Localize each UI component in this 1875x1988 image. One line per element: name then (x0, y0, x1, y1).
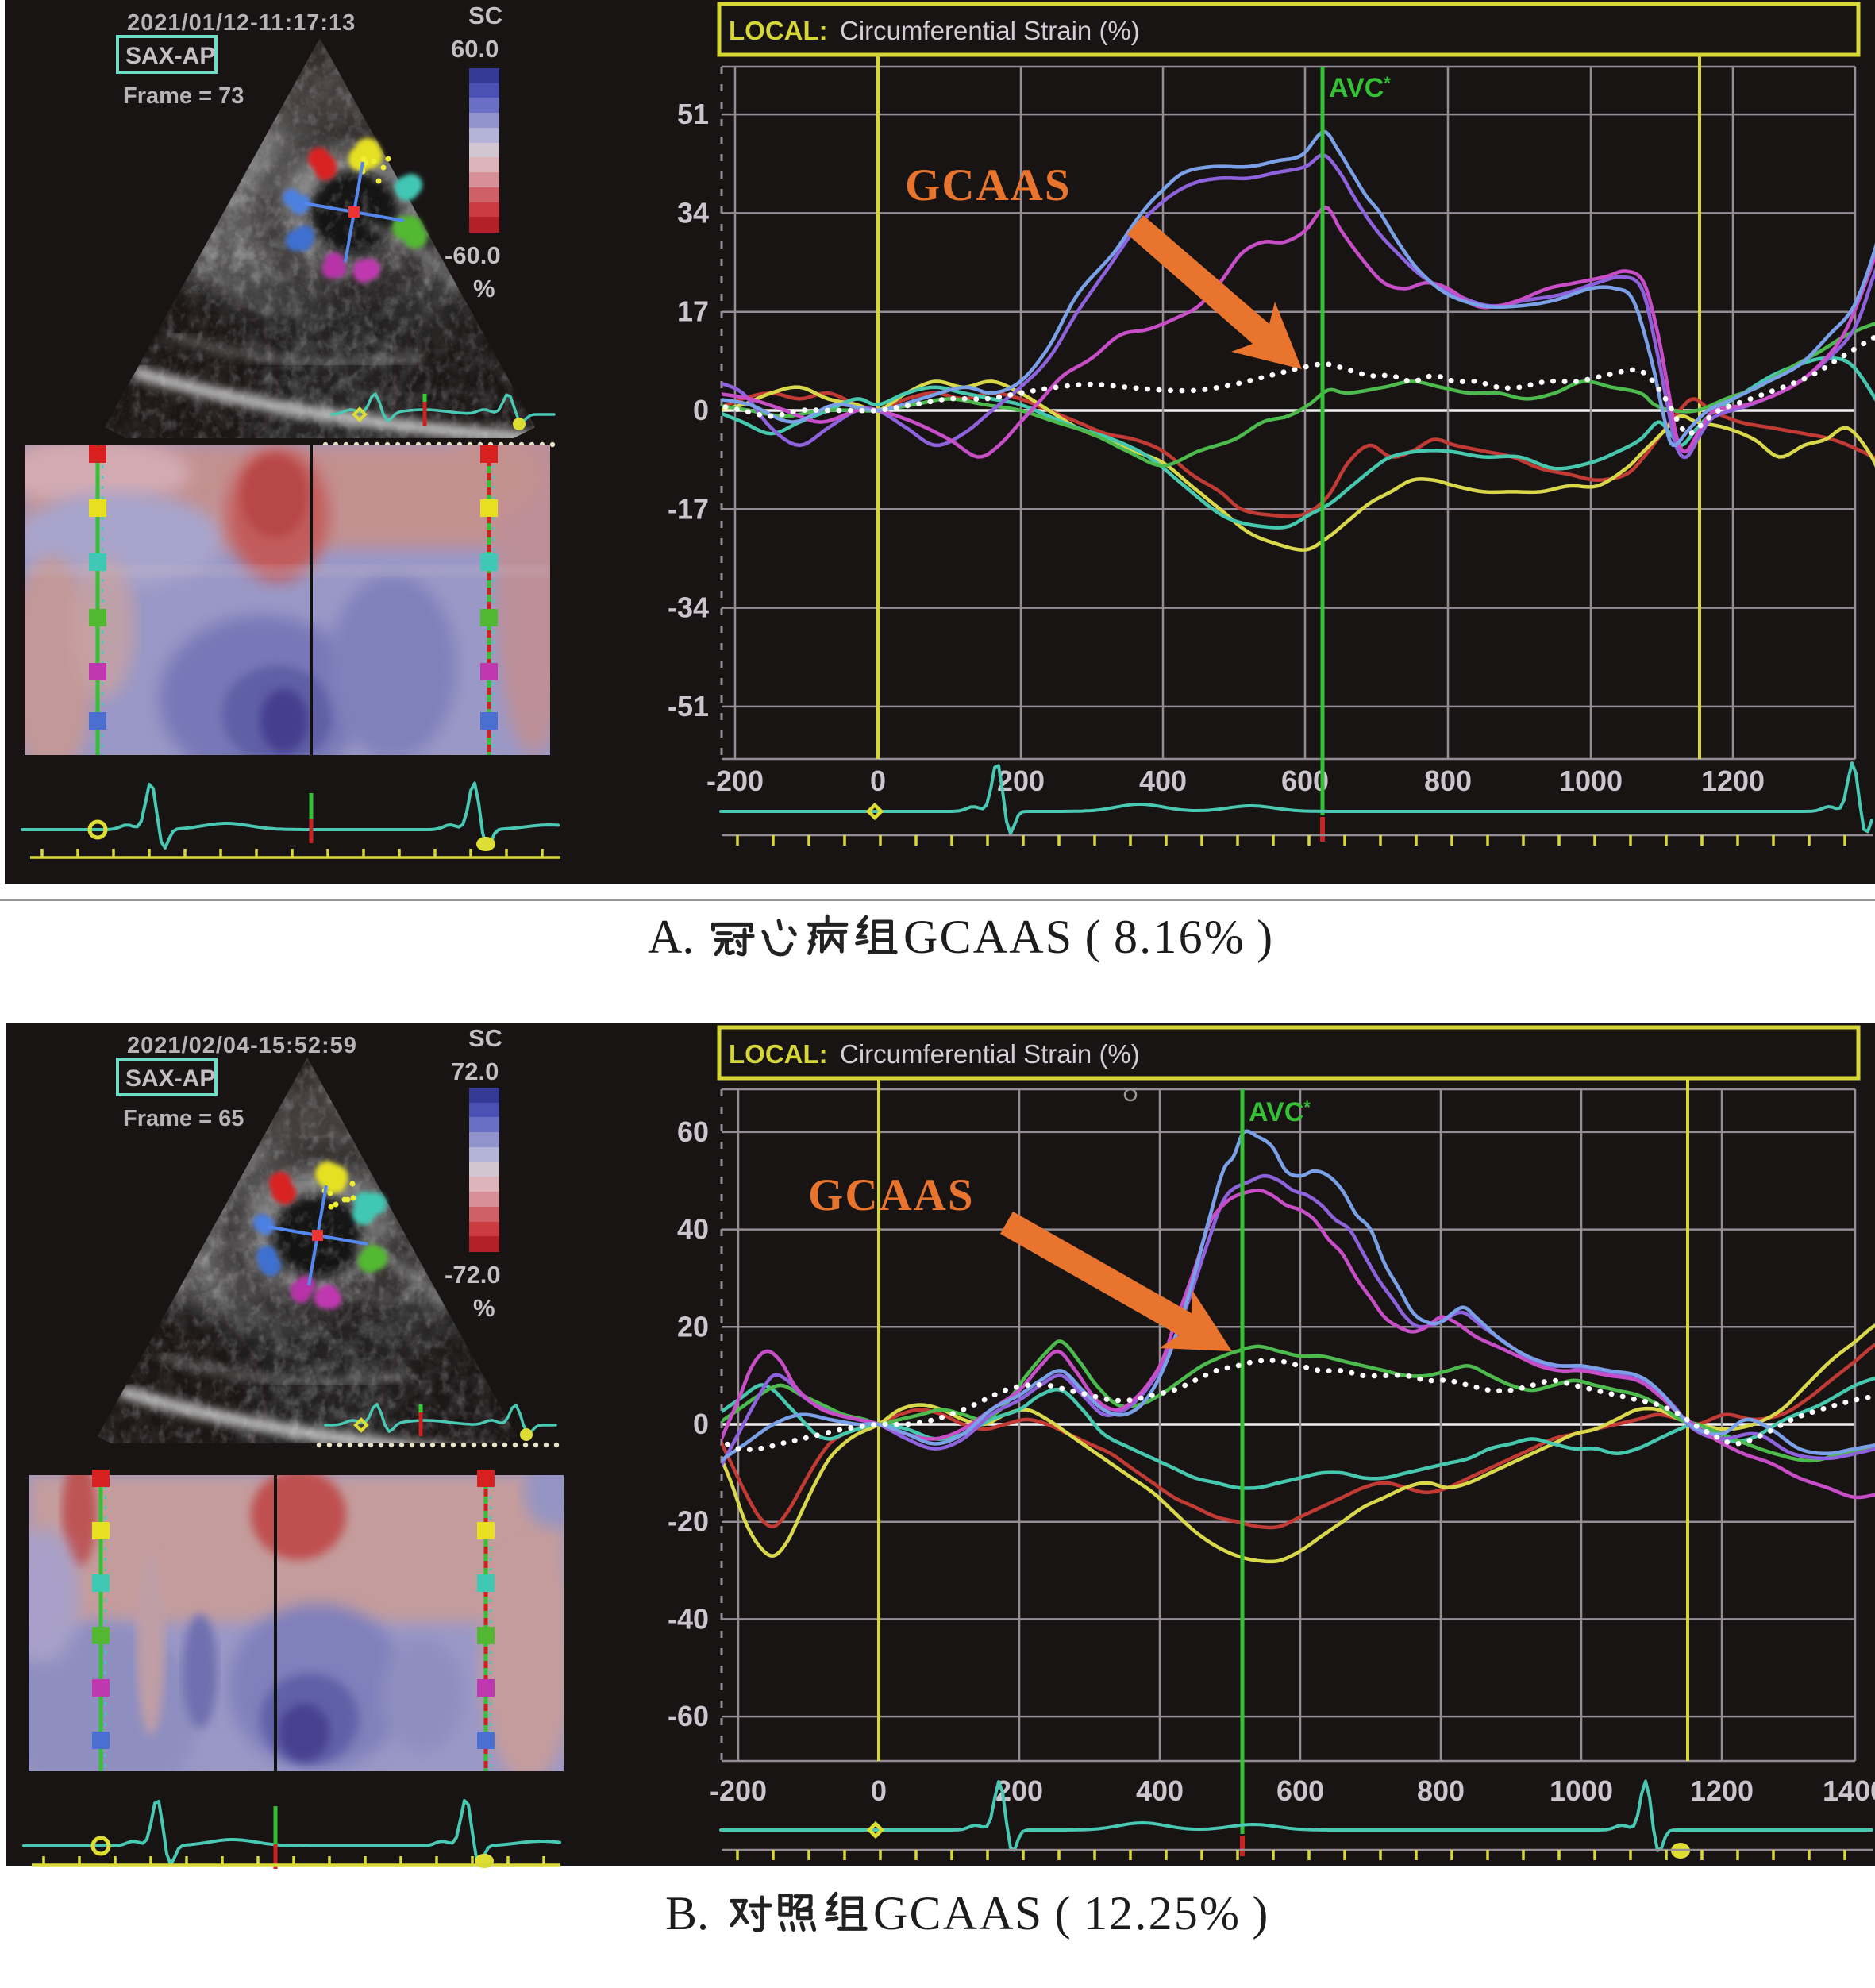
svg-text:1400: 1400 (1823, 1774, 1875, 1807)
svg-text:B.: B. (665, 1887, 709, 1940)
svg-text:1000: 1000 (1559, 765, 1623, 797)
svg-text:1200: 1200 (1690, 1774, 1754, 1807)
svg-text:-60: -60 (668, 1700, 709, 1732)
svg-text:GCAAS: GCAAS (808, 1170, 975, 1220)
svg-text:400: 400 (1139, 765, 1187, 797)
svg-text:LOCAL:: LOCAL: (729, 1039, 828, 1069)
svg-text:SAX-AP: SAX-AP (125, 1065, 215, 1092)
svg-text:800: 800 (1424, 765, 1472, 797)
svg-text:-17: -17 (668, 492, 709, 525)
svg-text:60.0: 60.0 (451, 35, 499, 63)
svg-text:SC: SC (468, 1024, 502, 1052)
svg-text:400: 400 (1136, 1774, 1184, 1807)
svg-text:2021/01/12-11:17:13: 2021/01/12-11:17:13 (127, 10, 356, 36)
svg-text:0: 0 (871, 1774, 887, 1807)
svg-text:2021/02/04-15:52:59: 2021/02/04-15:52:59 (127, 1033, 357, 1058)
svg-text:GCAAS ( 8.16% ): GCAAS ( 8.16% ) (903, 911, 1274, 963)
svg-text:51: 51 (677, 98, 709, 130)
svg-text:A.: A. (648, 911, 694, 963)
svg-text:1000: 1000 (1550, 1774, 1613, 1807)
svg-text:60: 60 (677, 1115, 709, 1148)
svg-text:LOCAL:: LOCAL: (729, 16, 828, 45)
svg-text:Frame = 73: Frame = 73 (123, 83, 244, 109)
svg-text:0: 0 (870, 765, 886, 797)
svg-text:%: % (473, 275, 495, 302)
svg-text:AVC*: AVC* (1329, 73, 1391, 103)
svg-text:%: % (473, 1294, 495, 1322)
svg-text:20: 20 (677, 1310, 709, 1343)
svg-text:800: 800 (1417, 1774, 1465, 1807)
svg-text:-72.0: -72.0 (445, 1261, 501, 1289)
svg-text:34: 34 (677, 196, 709, 229)
svg-text:72.0: 72.0 (451, 1058, 499, 1085)
svg-text:-20: -20 (668, 1505, 709, 1538)
svg-text:SAX-AP: SAX-AP (125, 43, 215, 69)
svg-text:0: 0 (693, 394, 709, 426)
svg-text:Circumferential Strain (%): Circumferential Strain (%) (840, 1039, 1140, 1069)
svg-text:GCAAS ( 12.25% ): GCAAS ( 12.25% ) (873, 1887, 1270, 1940)
svg-text:0: 0 (693, 1408, 709, 1440)
svg-text:-60.0: -60.0 (445, 241, 501, 269)
svg-text:-200: -200 (710, 1774, 767, 1807)
svg-text:Frame = 65: Frame = 65 (123, 1106, 244, 1131)
svg-text:40: 40 (677, 1213, 709, 1246)
svg-text:1200: 1200 (1701, 765, 1765, 797)
svg-text:-51: -51 (668, 690, 709, 722)
svg-text:Circumferential Strain (%): Circumferential Strain (%) (840, 16, 1140, 45)
svg-text:AVC*: AVC* (1249, 1097, 1311, 1127)
svg-text:17: 17 (677, 295, 709, 328)
svg-text:200: 200 (997, 765, 1045, 797)
svg-text:-34: -34 (668, 591, 709, 624)
svg-text:SC: SC (468, 2, 502, 29)
svg-text:-200: -200 (706, 765, 764, 797)
svg-text:GCAAS: GCAAS (905, 160, 1072, 210)
svg-text:-40: -40 (668, 1602, 709, 1635)
svg-text:600: 600 (1276, 1774, 1324, 1807)
